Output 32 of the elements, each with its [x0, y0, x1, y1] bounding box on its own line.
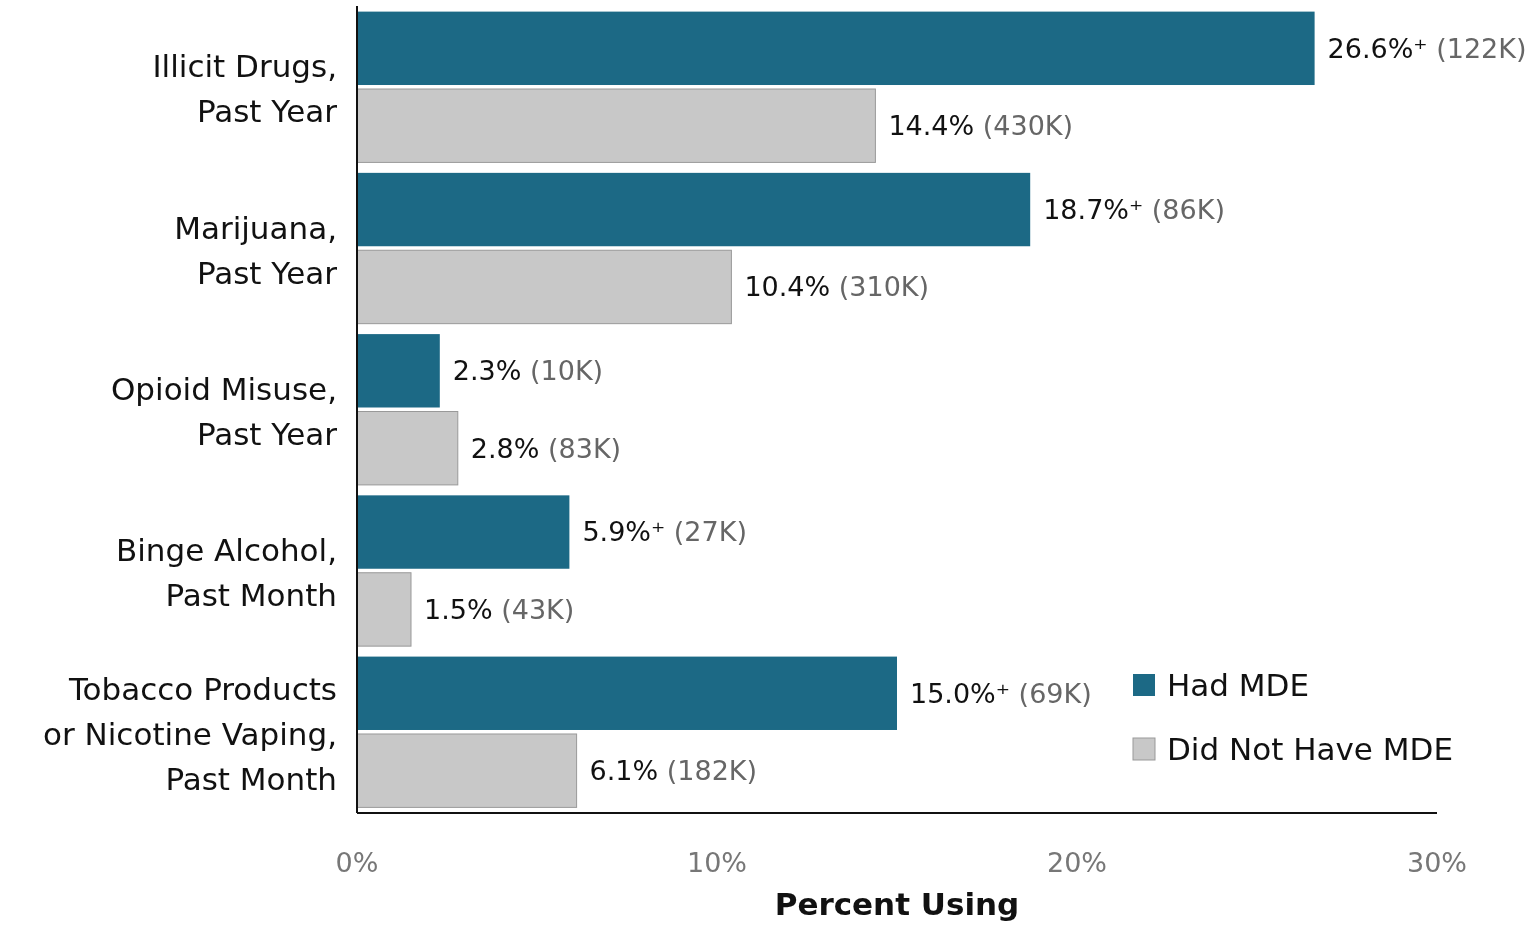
- data-label: 2.3% (10K): [452, 355, 604, 387]
- x-tick-label: 30%: [1406, 847, 1468, 879]
- legend-label: Had MDE: [1167, 666, 1310, 703]
- y-tick-label: Tobacco Products or Nicotine Vaping, Past Month: [43, 670, 337, 797]
- legend-label: Did Not Have MDE: [1167, 730, 1453, 767]
- x-axis-title: Percent Using: [774, 886, 1020, 922]
- bar: [356, 88, 876, 163]
- y-tick-label: Marijuana, Past Year: [174, 209, 338, 291]
- data-label: 18.7%⁺ (86K): [1043, 194, 1225, 226]
- data-label: 2.8% (83K): [470, 432, 622, 464]
- bar: [357, 495, 570, 569]
- y-tick-label: Binge Alcohol, Past Month: [115, 532, 337, 614]
- x-tick-label: 10%: [686, 847, 748, 879]
- bar: [356, 733, 578, 808]
- y-tick-label: Opioid Misuse, Past Year: [110, 370, 338, 452]
- bar: [356, 411, 459, 486]
- y-tick-label: Illicit Drugs, Past Year: [152, 48, 338, 130]
- data-label: 1.5% (43K): [424, 593, 575, 625]
- data-label: 15.0%⁺ (69K): [910, 677, 1092, 709]
- bar: [356, 249, 732, 325]
- x-tick-label: 20%: [1046, 847, 1108, 879]
- data-label: 14.4% (430K): [888, 110, 1074, 142]
- bar: [357, 172, 1031, 247]
- bar: [356, 572, 412, 647]
- data-label: 6.1% (182K): [589, 755, 758, 787]
- x-tick-label: 0%: [335, 847, 379, 879]
- bar: [357, 656, 897, 730]
- data-label: 26.6%⁺ (122K): [1327, 32, 1527, 64]
- bar: [357, 11, 1315, 86]
- data-label: 10.4% (310K): [744, 271, 930, 303]
- data-label: 5.9%⁺ (27K): [582, 516, 747, 548]
- bar: [357, 334, 440, 408]
